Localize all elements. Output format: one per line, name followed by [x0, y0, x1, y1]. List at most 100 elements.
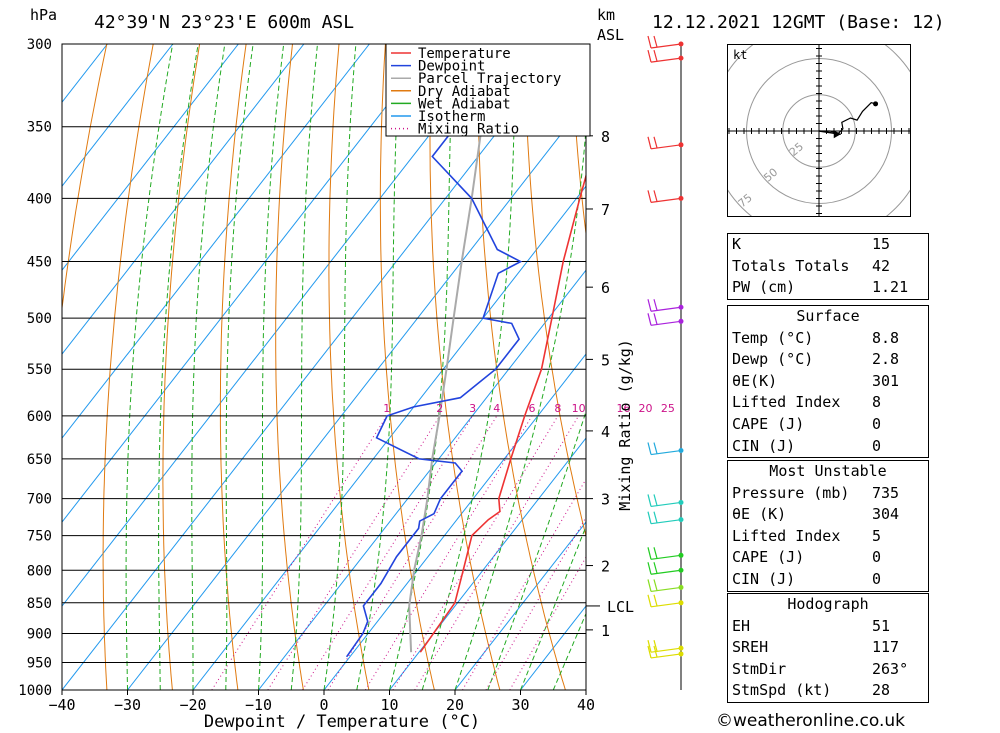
- km-tick-label: 2: [601, 558, 610, 576]
- dry-adiabat: [379, 44, 435, 690]
- wind-barb-flag: [653, 494, 658, 506]
- legend-label: Temperature: [418, 46, 511, 62]
- isotherm: [127, 101, 586, 690]
- wind-barb-staff: [650, 554, 682, 560]
- wind-barb: [647, 579, 682, 593]
- wind-barb-flag: [653, 313, 658, 325]
- pressure-unit-label: hPa: [30, 6, 58, 24]
- mixing-ratio-label: 6: [529, 402, 536, 415]
- temperature-axis: −40 −30 −20 −10 0 10 20 30 40: [48, 690, 595, 714]
- hodograph-ring-label: 50: [761, 166, 780, 185]
- x-tick-label: 20: [446, 696, 464, 714]
- pressure-tick-label: 700: [27, 492, 52, 508]
- surface-row: Temp (°C) 8.8: [728, 328, 928, 350]
- legend-box: [385, 43, 591, 137]
- wind-barb: [647, 645, 682, 659]
- isotherm: [62, 44, 305, 355]
- wind-barb: [647, 494, 682, 508]
- km-tick-label: 7: [601, 201, 610, 219]
- surface-row: CAPE (J) 0: [728, 414, 928, 436]
- wind-barb: [647, 562, 682, 575]
- isotherm: [62, 44, 239, 271]
- wind-barb: [647, 511, 682, 525]
- dry-adiabat: [275, 44, 304, 690]
- wind-barb-flag: [647, 299, 652, 312]
- pressure-tick-label: 900: [27, 626, 52, 642]
- wind-barb-flag: [647, 494, 652, 507]
- index-value: 735: [872, 483, 900, 502]
- index-label: Pressure (mb): [732, 483, 850, 502]
- wind-barb-staff: [650, 144, 682, 150]
- dry-adiabat: [570, 44, 586, 238]
- isotherm: [62, 44, 501, 607]
- pressure-tick-label: 600: [27, 409, 52, 425]
- index-value: 263°: [872, 659, 909, 678]
- index-value: 0: [872, 436, 882, 455]
- dry-adiabat: [102, 44, 154, 690]
- index-value: 2.8: [872, 350, 900, 369]
- index-label: Dewp (°C): [732, 350, 814, 369]
- isotherm: [389, 437, 586, 690]
- pressure-tick-label: 450: [27, 255, 52, 271]
- wind-barb-staff: [650, 653, 682, 659]
- pressure-gridlines: [62, 43, 586, 691]
- surface-row: Lifted Index 8: [728, 392, 928, 414]
- index-label: StmDir: [732, 659, 787, 678]
- isotherm: [192, 185, 586, 690]
- dry-adiabat: [477, 44, 566, 690]
- wind-barb-staff: [650, 449, 682, 456]
- index-label: K: [732, 235, 742, 253]
- index-label: Lifted Index: [732, 393, 841, 412]
- wind-barb-flag: [647, 645, 652, 659]
- mixing-ratio-label: 25: [661, 402, 675, 415]
- wind-barb-flag: [647, 442, 652, 455]
- wind-barb-staff: [650, 43, 682, 49]
- km-tick-label: 4: [601, 423, 610, 441]
- wind-barb-flag: [653, 136, 658, 148]
- surface-table: Surface Temp (°C) 8.8 Dewp (°C) 2.8 θE(K) 301 L…: [727, 305, 929, 459]
- wet-adiabat: [421, 44, 517, 690]
- index-label: StmSpd (kt): [732, 681, 832, 700]
- wind-barb: [647, 299, 682, 312]
- dry-adiabat: [989, 44, 1000, 690]
- index-value: 15: [872, 235, 891, 253]
- index-label: Temp (°C): [732, 328, 814, 347]
- index-label: θE(K): [732, 371, 778, 390]
- wet-adiabat: [191, 44, 226, 690]
- index-value: 0: [872, 548, 882, 567]
- x-tick-label: 0: [319, 696, 328, 714]
- isotherm: [323, 353, 586, 690]
- surface-row: θE(K) 301: [728, 371, 928, 393]
- surface-row: Dewp (°C) 2.8: [728, 349, 928, 371]
- wind-barb: [647, 136, 682, 150]
- wind-barb: [647, 640, 682, 653]
- wet-adiabat: [454, 122, 586, 690]
- surface-row: CIN (J) 0: [728, 436, 928, 458]
- index-label: CIN (J): [732, 569, 796, 588]
- wind-barb-flag: [653, 511, 658, 523]
- index-label: EH: [732, 616, 751, 635]
- wind-barb-staff: [650, 197, 682, 203]
- index-value: 51: [872, 616, 891, 635]
- pressure-tick-label: 750: [27, 529, 52, 545]
- wet-adiabat: [258, 44, 285, 690]
- pressure-tick-label: 350: [27, 120, 52, 136]
- mixing-ratio-axis-title: Mixing Ratio (g/kg): [616, 339, 634, 511]
- index-value: 304: [872, 505, 900, 524]
- wind-barb-flag: [647, 562, 652, 575]
- index-label: θE (K): [732, 505, 787, 524]
- wind-barb-flag: [647, 313, 652, 326]
- temperature-line: [419, 172, 586, 653]
- km-tick-label: 3: [601, 491, 610, 509]
- lcl-label: LCL: [607, 598, 634, 616]
- dry-adiabat: [62, 44, 108, 313]
- wind-barb-staff: [650, 501, 682, 508]
- hodograph-plot: 25 50 75: [709, 21, 929, 241]
- isotherm: [258, 269, 586, 690]
- index-value: 28: [872, 681, 891, 700]
- km-tick-label: 8: [601, 128, 610, 146]
- wet-adiabat: [290, 44, 318, 690]
- wind-barb: [647, 49, 682, 63]
- wind-barb-flag: [647, 547, 652, 560]
- pressure-tick-label: 500: [27, 311, 52, 327]
